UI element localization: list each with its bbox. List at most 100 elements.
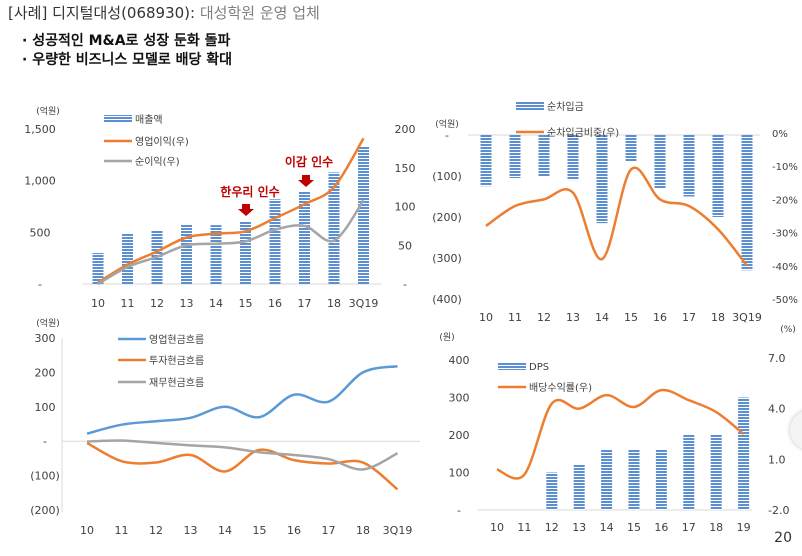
- chart1-annotation-hanuri: 한우리 인수: [220, 184, 279, 199]
- chart2-legend-net-debt-swatch: [516, 102, 544, 110]
- chart3-y-tick: (100): [30, 470, 60, 483]
- chart4-x-tick: 14: [600, 521, 614, 534]
- chart4-right-unit-label: (%): [780, 325, 796, 335]
- chart2-x-tick: 18: [711, 311, 725, 324]
- chart2-bar: [741, 135, 753, 271]
- chart3-x-tick: 18: [356, 524, 370, 537]
- chart2-x-tick: 17: [682, 311, 696, 324]
- chart4-right-tick: 7.0: [768, 352, 786, 365]
- chart4-bar: [655, 450, 667, 510]
- chart1-left-tick: -: [38, 278, 42, 291]
- chart2-right-tick: -50%: [772, 295, 798, 306]
- chart2-bar: [654, 135, 666, 189]
- chart1-bar: [328, 172, 340, 284]
- chart1-left-tick: 500: [30, 226, 51, 239]
- chart4-unit-label: (원): [439, 332, 454, 343]
- chart2-left-tick: (200): [432, 211, 462, 224]
- chart3-line-operating: [86, 364, 398, 435]
- chart1-unit-label: (억원): [36, 105, 60, 117]
- chart4-line-yield: [496, 388, 745, 480]
- chart1-legend-revenue-swatch: [104, 115, 132, 123]
- chart1-annotation-arrow-down: [238, 204, 254, 216]
- chart1-x-tick: 12: [150, 297, 164, 310]
- title-company: [사례] 디지털대성(068930):: [8, 4, 196, 22]
- bullet-1: · 성공적인 M&A로 성장 둔화 돌파: [22, 33, 231, 49]
- chart2-right-tick: -20%: [772, 195, 798, 206]
- chart3-x-tick: 17: [322, 524, 336, 537]
- chart3-x-tick: 15: [253, 524, 267, 537]
- chart4-right-tick: 4.0: [768, 403, 786, 416]
- chart1-bar: [240, 222, 251, 284]
- chart2-x-tick: 15: [624, 311, 638, 324]
- chart3-unit-label: (억원): [36, 317, 60, 329]
- chart1-legend-revenue-label: 매출액: [135, 114, 163, 126]
- chart2-x-tick: 14: [595, 311, 609, 324]
- chart1-x-tick: 14: [209, 297, 223, 310]
- chart1-bar: [181, 224, 192, 284]
- chart3-legend-investing-label: 투자현금흐름: [149, 355, 204, 367]
- chart1-bar: [299, 191, 310, 284]
- chart4-x-tick: 10: [490, 521, 504, 534]
- chart2-legend-net-debt-label: 순차입금: [547, 100, 584, 113]
- chart4-x-tick: 11: [517, 521, 531, 534]
- chart4-bar: [601, 450, 613, 510]
- chart2-legend-ratio-label: 순차입금비중(우): [547, 126, 619, 139]
- chart1-x-tick: 3Q19: [349, 297, 379, 310]
- chart2-x-tick: 16: [653, 311, 667, 324]
- chart4-left-tick: -: [457, 504, 461, 517]
- chart2-x-tick: 11: [508, 311, 522, 324]
- chart2-bar: [683, 135, 695, 197]
- chart3-y-tick: 300: [35, 332, 56, 345]
- chart4-left-tick: 400: [449, 354, 470, 367]
- chart1-legend-operating-profit-label: 영업이익(우): [135, 135, 189, 148]
- chart4-bar: [573, 465, 585, 510]
- chart1-annotation-igam: 이감 인수: [285, 154, 333, 169]
- page-number: 20: [774, 530, 792, 546]
- chart3-line-investing: [86, 441, 399, 491]
- chart2-bar: [596, 135, 608, 224]
- chart1-right-tick: -: [403, 278, 407, 291]
- chart2-bar: [509, 135, 521, 179]
- chart3-x-tick: 13: [184, 524, 198, 537]
- chart1-right-tick: 200: [395, 123, 416, 136]
- chart3-x-tick: 16: [287, 524, 301, 537]
- chart4-x-tick: 13: [572, 521, 586, 534]
- chart2-x-tick: 13: [566, 311, 580, 324]
- chart4-x-tick: 17: [682, 521, 696, 534]
- chart4-x-tick: 19: [737, 521, 751, 534]
- chart4-bar: [738, 397, 750, 510]
- chart1-bar: [122, 233, 133, 284]
- chart1-left-tick: 1,000: [24, 175, 56, 188]
- chart4-x-tick: 12: [545, 521, 559, 534]
- chart4-bar: [683, 435, 695, 510]
- scroll-handle[interactable]: [790, 410, 802, 450]
- chart2-left-tick: (100): [432, 170, 462, 183]
- chart2-x-tick: 10: [479, 311, 493, 324]
- chart2-left-tick: (300): [432, 252, 462, 265]
- chart1-right-tick: 50: [398, 239, 412, 252]
- chart2-line-ratio: [485, 166, 748, 267]
- key-points: · 성공적인 M&A로 성장 둔화 돌파 · 우량한 비즈니스 모델로 배당 확…: [22, 32, 232, 70]
- chart1-x-tick: 10: [91, 297, 105, 310]
- chart3-x-tick: 14: [218, 524, 232, 537]
- chart1-x-tick: 17: [298, 297, 312, 310]
- chart2-bar: [567, 135, 579, 181]
- chart4-x-tick: 18: [709, 521, 723, 534]
- chart4-legend-dps-swatch: [498, 362, 526, 370]
- chart3-x-tick: 11: [115, 524, 129, 537]
- chart4-left-tick: 100: [449, 467, 470, 480]
- chart4-left-tick: 300: [449, 392, 470, 405]
- chart4-right-tick: -2.0: [768, 504, 789, 517]
- chart3-legend-operating-label: 영업현금흐름: [149, 333, 204, 346]
- chart4-legend-dps-label: DPS: [529, 362, 549, 373]
- chart1-bar: [210, 225, 222, 284]
- chart4-bar: [628, 450, 640, 510]
- chart4-legend-yield-label: 배당수익률(우): [529, 382, 592, 394]
- chart2-right-tick: -40%: [772, 262, 798, 273]
- chart4-right-tick: 1.0: [768, 453, 786, 466]
- slide-title: [사례] 디지털대성(068930): 대성학원 운영 업체: [8, 2, 320, 23]
- chart3-y-tick: -: [43, 435, 47, 448]
- chart2-left-tick: (400): [432, 293, 462, 306]
- chart1-annotation-arrow-down: [298, 175, 314, 187]
